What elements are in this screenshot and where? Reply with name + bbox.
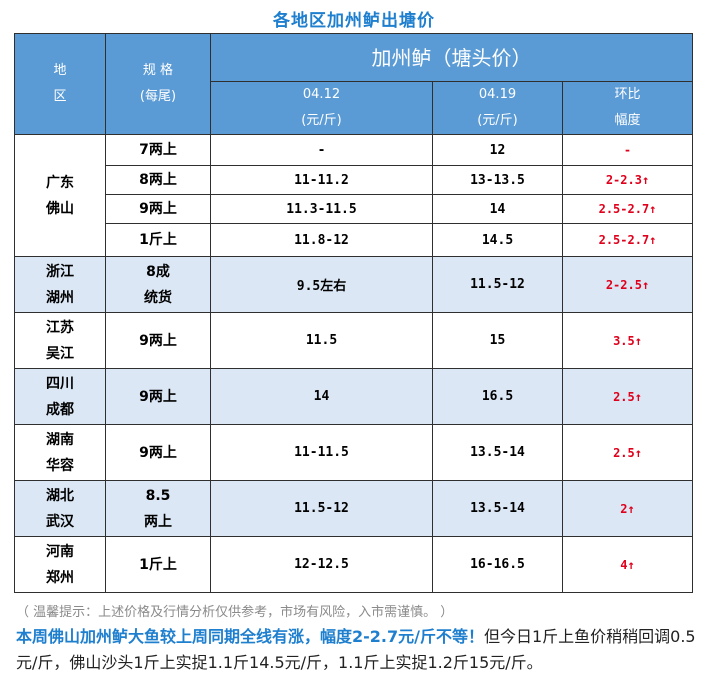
disclaimer-note: （ 温馨提示：上述价格及行情分析仅供参考，市场有风险，入市需谨慎。 ） bbox=[16, 605, 454, 620]
price-0419: 11.5-12 bbox=[432, 256, 563, 313]
spec-line2: 两上 bbox=[144, 513, 172, 530]
region-line2: 佛山 bbox=[46, 200, 74, 217]
table-row: 9两上 11.3-11.5 14 2.5-2.7↑ bbox=[15, 194, 694, 224]
spec-cell: 8两上 bbox=[105, 165, 211, 195]
region-line2: 湖州 bbox=[46, 289, 74, 306]
price-0412: 11.3-11.5 bbox=[210, 194, 433, 224]
table-row: 8两上 11-11.2 13-13.5 2-2.3↑ bbox=[15, 165, 694, 195]
header-change: 环比 幅度 bbox=[561, 81, 694, 135]
spec-cell: 9两上 bbox=[105, 312, 211, 369]
header-date1: 04.12 (元/斤) bbox=[210, 81, 433, 135]
change-cell: 2.5-2.7↑ bbox=[561, 223, 694, 257]
change-cell: 4↑ bbox=[561, 536, 694, 593]
price-0419: 16.5 bbox=[432, 368, 563, 425]
price-0419: 14.5 bbox=[432, 223, 563, 257]
header-group: 加州鲈（塘头价） bbox=[209, 33, 694, 82]
spec-line1: 8成 bbox=[146, 263, 170, 280]
spec-cell: 9两上 bbox=[105, 424, 211, 481]
region-line2: 郑州 bbox=[46, 569, 74, 586]
change-cell: 2-2.5↑ bbox=[561, 256, 694, 313]
spec-cell: 7两上 bbox=[105, 134, 211, 166]
table-row: 四川 成都 9两上 14 16.5 2.5↑ bbox=[14, 368, 694, 425]
price-0419: 12 bbox=[432, 134, 563, 166]
price-0412: 11.5-12 bbox=[210, 480, 433, 537]
header-region-line1: 地 bbox=[53, 63, 67, 78]
spec-cell: 1斤上 bbox=[105, 223, 211, 257]
summary-rest: 但今日1斤上鱼价稍稍回调0.5元/斤，佛山沙头1斤上实捉1.1斤14.5元/斤，… bbox=[16, 627, 696, 672]
price-0412: 14 bbox=[210, 368, 433, 425]
header-spec-line2: (每尾) bbox=[139, 89, 177, 104]
region-line1: 广东 bbox=[46, 174, 74, 191]
region-line1: 四川 bbox=[46, 375, 74, 392]
header-spec-line1: 规 格 bbox=[142, 63, 174, 78]
change-cell: 2.5↑ bbox=[561, 424, 694, 481]
region-line2: 吴江 bbox=[46, 345, 74, 362]
header-unit1: (元/斤) bbox=[301, 113, 342, 128]
header-date1-label: 04.12 bbox=[302, 87, 341, 102]
table-row: 湖北 武汉 8.5 两上 11.5-12 13.5-14 2↑ bbox=[14, 480, 694, 537]
region-line2: 华容 bbox=[46, 457, 74, 474]
table-row: 浙江 湖州 8成 统货 9.5左右 11.5-12 2-2.5↑ bbox=[14, 256, 694, 313]
region-cell: 河南 郑州 bbox=[14, 536, 106, 593]
spec-cell: 1斤上 bbox=[105, 536, 211, 593]
header-change-line1: 环比 bbox=[614, 87, 641, 102]
price-0412: 9.5左右 bbox=[210, 256, 433, 313]
price-0412: 11-11.2 bbox=[210, 165, 433, 195]
region-cell: 湖南 华容 bbox=[14, 424, 106, 481]
spec-line1: 8.5 bbox=[145, 487, 171, 504]
table-row: 江苏 吴江 9两上 11.5 15 3.5↑ bbox=[14, 312, 694, 369]
price-0419: 13.5-14 bbox=[432, 480, 563, 537]
header-region: 地 区 bbox=[14, 33, 106, 135]
table-row: 湖南 华容 9两上 11-11.5 13.5-14 2.5↑ bbox=[14, 424, 694, 481]
change-cell: 2.5-2.7↑ bbox=[561, 194, 694, 224]
price-0419: 15 bbox=[432, 312, 563, 369]
table-row: 广东 佛山 7两上 - 12 - bbox=[14, 134, 694, 257]
header-spec: 规 格 (每尾) bbox=[105, 33, 211, 135]
change-cell: 2-2.3↑ bbox=[561, 165, 694, 195]
header-unit2: (元/斤) bbox=[477, 113, 518, 128]
price-0412: 12-12.5 bbox=[210, 536, 433, 593]
region-line1: 湖南 bbox=[46, 431, 74, 448]
header-region-line2: 区 bbox=[53, 89, 67, 104]
region-cell: 江苏 吴江 bbox=[14, 312, 106, 369]
region-cell: 广东 佛山 bbox=[14, 134, 106, 257]
region-cell: 浙江 湖州 bbox=[14, 256, 106, 313]
spec-cell: 9两上 bbox=[105, 368, 211, 425]
region-line1: 江苏 bbox=[46, 319, 74, 336]
region-line1: 湖北 bbox=[46, 487, 74, 504]
change-cell: - bbox=[561, 134, 694, 166]
header-date2-label: 04.19 bbox=[478, 87, 517, 102]
change-cell: 3.5↑ bbox=[561, 312, 694, 369]
region-line2: 成都 bbox=[46, 401, 74, 418]
change-cell: 2.5↑ bbox=[561, 368, 694, 425]
price-0412: - bbox=[210, 134, 433, 166]
price-table: 地 区 规 格 (每尾) 加州鲈（塘头价） 04.12 (元/斤) 04.19 … bbox=[14, 33, 694, 593]
spec-cell: 8成 统货 bbox=[105, 256, 211, 313]
table-row: 河南 郑州 1斤上 12-12.5 16-16.5 4↑ bbox=[14, 536, 694, 593]
price-0412: 11-11.5 bbox=[210, 424, 433, 481]
price-0419: 13.5-14 bbox=[432, 424, 563, 481]
spec-cell: 8.5 两上 bbox=[105, 480, 211, 537]
market-summary: 本周佛山加州鲈大鱼较上周同期全线有涨，幅度2-2.7元/斤不等！但今日1斤上鱼价… bbox=[16, 624, 696, 676]
summary-highlight: 本周佛山加州鲈大鱼较上周同期全线有涨，幅度2-2.7元/斤不等！ bbox=[16, 627, 484, 646]
region-line2: 武汉 bbox=[46, 513, 74, 530]
header-date2: 04.19 (元/斤) bbox=[432, 81, 563, 135]
region-line1: 浙江 bbox=[46, 263, 74, 280]
price-0419: 16-16.5 bbox=[432, 536, 563, 593]
region-line1: 河南 bbox=[46, 543, 74, 560]
price-0412: 11.8-12 bbox=[210, 223, 433, 257]
spec-line2: 统货 bbox=[144, 289, 172, 306]
table-row: 1斤上 11.8-12 14.5 2.5-2.7↑ bbox=[15, 223, 694, 257]
price-0419: 13-13.5 bbox=[432, 165, 563, 195]
price-0419: 14 bbox=[432, 194, 563, 224]
region-cell: 湖北 武汉 bbox=[14, 480, 106, 537]
price-0412: 11.5 bbox=[210, 312, 433, 369]
page-title: 各地区加州鲈出塘价 bbox=[273, 11, 435, 31]
region-cell: 四川 成都 bbox=[14, 368, 106, 425]
header-change-line2: 幅度 bbox=[614, 113, 641, 128]
change-cell: 2↑ bbox=[561, 480, 694, 537]
spec-cell: 9两上 bbox=[105, 194, 211, 224]
